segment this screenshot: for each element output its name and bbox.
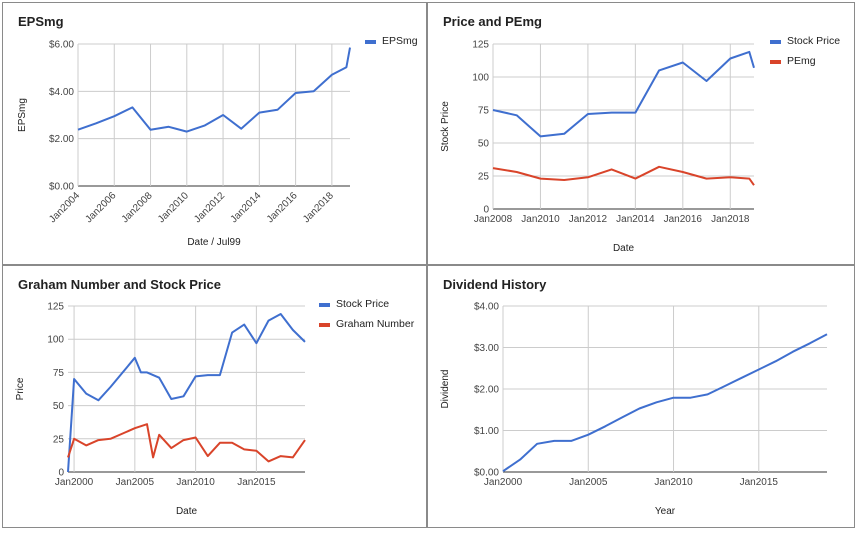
y-tick-label: 0 [483, 205, 489, 216]
x-tick-label: Jan2018 [301, 190, 336, 225]
legend-label: Graham Number [336, 318, 415, 330]
y-tick-label: 25 [478, 172, 490, 183]
x-tick-label: Jan2005 [569, 477, 608, 488]
series-line-graham-number [67, 423, 306, 463]
y-axis-title: EPSmg [17, 98, 28, 132]
x-tick-label: Jan2016 [664, 214, 703, 225]
x-tick-label: Jan2008 [474, 214, 513, 225]
series-line-pemg [492, 165, 755, 186]
y-tick-label: $4.00 [474, 302, 499, 313]
legend-label: EPSmg [382, 35, 418, 47]
chart-title: EPSmg [18, 14, 64, 29]
y-tick-label: 25 [53, 434, 65, 445]
eps-chart-panel: EPSmg $0.00 $2.00 $4.00 $6.00 Jan2004 Jan2006 J… [2, 2, 427, 265]
y-tick-label: 50 [478, 139, 490, 150]
legend-swatch [319, 303, 330, 307]
y-tick-label: $0.00 [49, 182, 74, 193]
x-tick-label: Jan2010 [654, 477, 693, 488]
x-axis-title: Date [176, 506, 198, 517]
y-tick-label: 100 [47, 335, 64, 346]
y-tick-label: $4.00 [49, 87, 74, 98]
x-tick-label: Jan2016 [265, 190, 300, 225]
y-tick-label: 0 [58, 468, 64, 479]
y-tick-label: 125 [47, 302, 64, 313]
legend-label: Stock Price [787, 35, 840, 47]
x-tick-label: Jan2015 [237, 477, 276, 488]
y-tick-label: $1.00 [474, 426, 499, 437]
legend-swatch [319, 323, 330, 327]
series-line-dividend [502, 333, 828, 473]
y-axis-title: Dividend [440, 370, 451, 409]
series-line-epsmg [77, 47, 351, 133]
price-pe-chart: Price and PEmg 0 25 50 75 100 125 Jan2008 Jan201… [440, 14, 840, 254]
chart-title: Price and PEmg [443, 14, 542, 29]
graham-chart: Graham Number and Stock Price 0 25 50 75 100 1… [15, 277, 415, 517]
legend-label: PEmg [787, 55, 816, 67]
x-tick-label: Jan2005 [116, 477, 155, 488]
chart-title: Graham Number and Stock Price [18, 277, 221, 292]
dividend-chart: Dividend History $0.00 $1.00 $2.00 $3.00 $4.0… [440, 277, 828, 517]
series-line-stock-price [67, 313, 306, 473]
x-tick-label: Jan2010 [156, 190, 191, 225]
x-tick-label: Jan2010 [176, 477, 215, 488]
y-tick-label: 75 [53, 368, 65, 379]
x-tick-label: Jan2010 [521, 214, 560, 225]
y-tick-label: $2.00 [474, 385, 499, 396]
legend-label: Stock Price [336, 298, 389, 310]
y-tick-label: $6.00 [49, 40, 74, 51]
chart-title: Dividend History [443, 277, 547, 292]
x-tick-label: Jan2018 [711, 214, 750, 225]
x-tick-label: Jan2006 [83, 190, 118, 225]
y-tick-label: 100 [472, 73, 489, 84]
x-axis-title: Year [655, 506, 676, 517]
price-pe-chart-panel: Price and PEmg 0 25 50 75 100 125 Jan2008 Jan201… [427, 2, 855, 265]
dividend-chart-panel: Dividend History $0.00 $1.00 $2.00 $3.00 $4.0… [427, 265, 855, 528]
x-axis-title: Date [613, 243, 635, 254]
y-tick-label: 75 [478, 106, 490, 117]
x-axis-title: Date / Jul99 [187, 237, 241, 248]
x-tick-label: Jan2000 [484, 477, 523, 488]
x-tick-label: Jan2015 [740, 477, 779, 488]
y-tick-label: $3.00 [474, 343, 499, 354]
legend-swatch [770, 60, 781, 64]
y-axis-title: Stock Price [440, 101, 451, 152]
x-tick-label: Jan2012 [569, 214, 608, 225]
x-tick-label: Jan2012 [192, 190, 227, 225]
y-tick-label: 50 [53, 401, 65, 412]
x-tick-label: Jan2014 [616, 214, 655, 225]
graham-chart-panel: Graham Number and Stock Price 0 25 50 75 100 1… [2, 265, 427, 528]
x-tick-label: Jan2014 [229, 190, 264, 225]
y-tick-label: $2.00 [49, 134, 74, 145]
y-tick-label: 125 [472, 40, 489, 51]
legend-swatch [770, 40, 781, 44]
y-tick-label: $0.00 [474, 468, 499, 479]
x-tick-label: Jan2000 [55, 477, 94, 488]
legend-swatch [365, 40, 376, 44]
x-tick-label: Jan2008 [120, 190, 155, 225]
y-axis-title: Price [15, 377, 26, 400]
series-line-stock-price [492, 50, 755, 138]
x-tick-label: Jan2004 [47, 190, 82, 225]
